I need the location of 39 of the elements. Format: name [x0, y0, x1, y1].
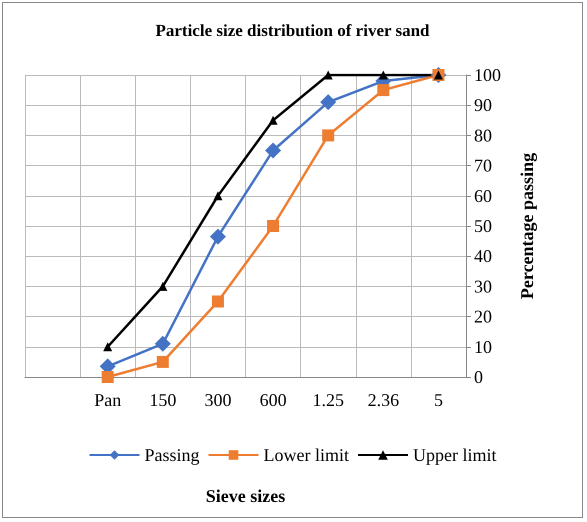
point: [102, 371, 114, 383]
y-tick-label: 50: [474, 216, 492, 236]
legend-label: Passing: [144, 445, 200, 465]
point: [377, 84, 390, 96]
y-tick-label: 40: [474, 246, 492, 266]
y-tick-label: 90: [474, 95, 492, 116]
y-tick-label: 100: [474, 65, 501, 85]
point: [154, 336, 171, 352]
y-tick-label: 60: [474, 186, 492, 206]
x-tick-label: 150: [149, 390, 176, 410]
point: [156, 356, 169, 368]
legend-label: Upper limit: [413, 445, 497, 465]
x-tick-label: 600: [260, 390, 287, 410]
y-tick-label: 30: [474, 276, 492, 296]
point: [322, 129, 334, 142]
x-axis-title: Sieve sizes: [206, 486, 286, 506]
x-tick-label: 5: [434, 390, 443, 410]
y-axis-title: Percentage passing: [517, 152, 537, 300]
point: [320, 94, 336, 110]
point: [267, 220, 280, 232]
y-tick-label: 20: [474, 306, 492, 327]
y-tick-label: 0: [474, 367, 483, 387]
y-tick-label: 70: [474, 156, 492, 176]
y-tick-label: 10: [474, 336, 492, 357]
chart-title: Particle size distribution of river sand: [155, 21, 430, 40]
legend-label: Lower limit: [264, 445, 350, 465]
x-tick-label: 1.25: [312, 390, 344, 410]
point: [378, 70, 388, 80]
point: [213, 191, 222, 200]
point: [265, 142, 282, 158]
y-tick-label: 80: [474, 125, 492, 146]
point: [212, 296, 224, 308]
point: [268, 116, 278, 125]
x-tick-label: 2.36: [368, 390, 400, 410]
point: [103, 342, 112, 352]
point: [210, 228, 226, 245]
point: [324, 70, 333, 80]
x-tick-label: 300: [204, 390, 232, 410]
x-tick-label: Pan: [94, 390, 122, 410]
